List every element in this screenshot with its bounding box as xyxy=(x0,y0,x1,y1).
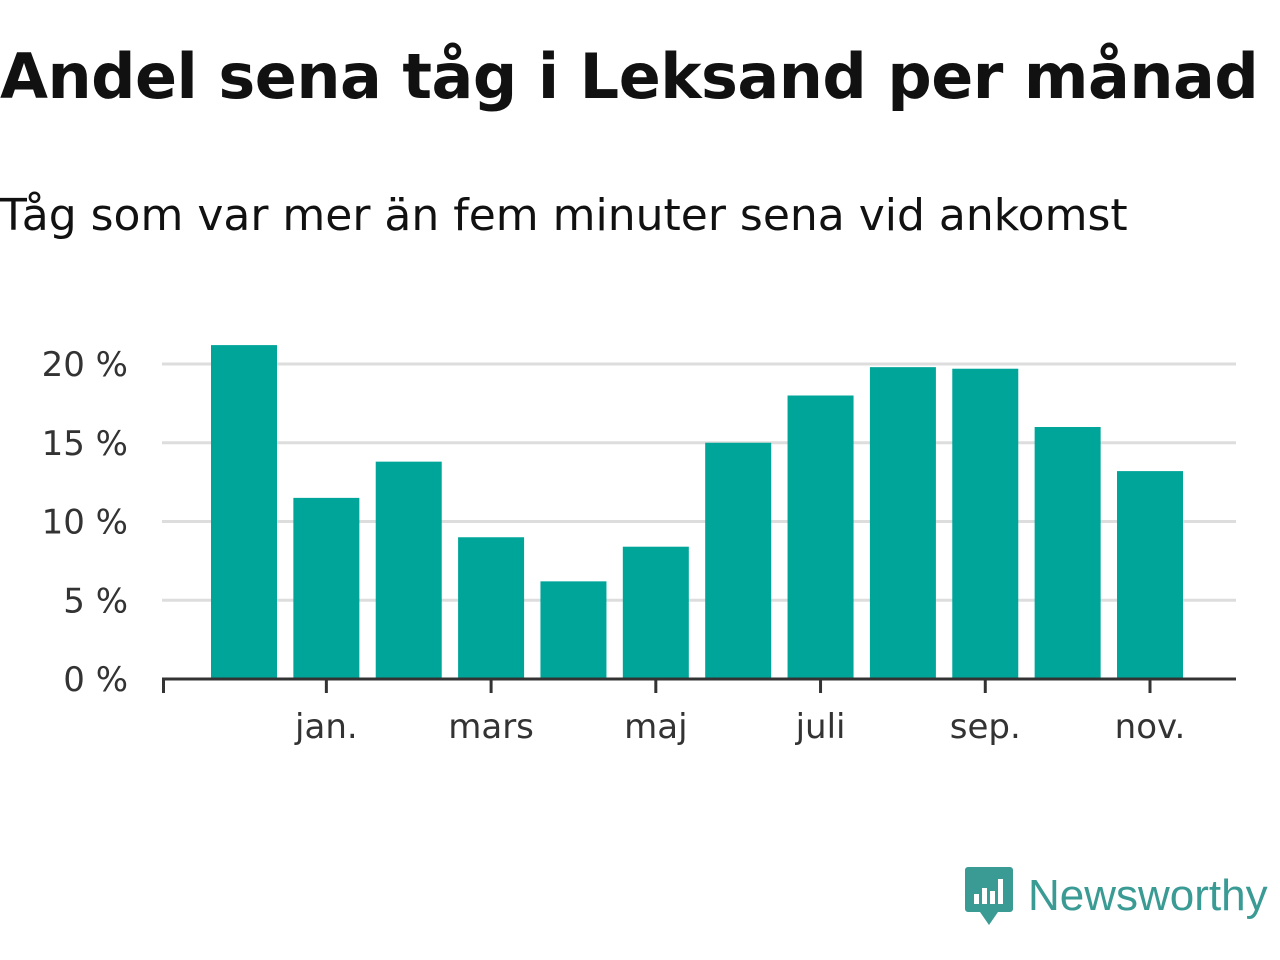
newsworthy-logo-icon xyxy=(965,867,1013,925)
bar-feb xyxy=(375,461,442,679)
y-tick-label: 5 % xyxy=(63,581,128,621)
axes xyxy=(162,677,1236,693)
bar-mars xyxy=(458,537,525,679)
y-tick-label: 15 % xyxy=(42,424,128,464)
bar-nov xyxy=(1117,471,1183,679)
bar-jan xyxy=(293,497,360,679)
chart-title: Andel sena tåg i Leksand per månad xyxy=(0,40,1259,113)
bar-aug xyxy=(869,367,936,679)
x-tick-label: sep. xyxy=(950,707,1021,747)
bar-sep xyxy=(952,368,1019,679)
x-tick-label: nov. xyxy=(1115,707,1186,747)
x-tick-label: jan. xyxy=(294,707,358,747)
bar-apr xyxy=(540,581,607,679)
x-tick-label: mars xyxy=(448,707,534,747)
bar-dec xyxy=(211,345,277,679)
bars xyxy=(211,345,1183,679)
chart-subtitle: Tåg som var mer än fem minuter sena vid … xyxy=(0,190,1128,241)
y-tick-label: 0 % xyxy=(63,660,128,700)
newsworthy-logo: Newsworthy xyxy=(964,864,1268,928)
y-tick-label: 10 % xyxy=(42,503,128,543)
x-tick-label: juli xyxy=(795,707,846,747)
bar-okt xyxy=(1034,427,1101,679)
y-tick-labels: 0 % 5 % 10 % 15 % 20 % xyxy=(42,345,128,700)
bar-juni xyxy=(705,442,772,679)
bar-maj xyxy=(622,546,689,679)
x-tick-label: maj xyxy=(624,707,687,747)
x-tick-labels: jan. mars maj juli sep. nov. xyxy=(294,707,1185,747)
logo-text: Newsworthy xyxy=(1028,871,1268,920)
y-tick-label: 20 % xyxy=(42,345,128,385)
bar-juli xyxy=(787,395,854,679)
